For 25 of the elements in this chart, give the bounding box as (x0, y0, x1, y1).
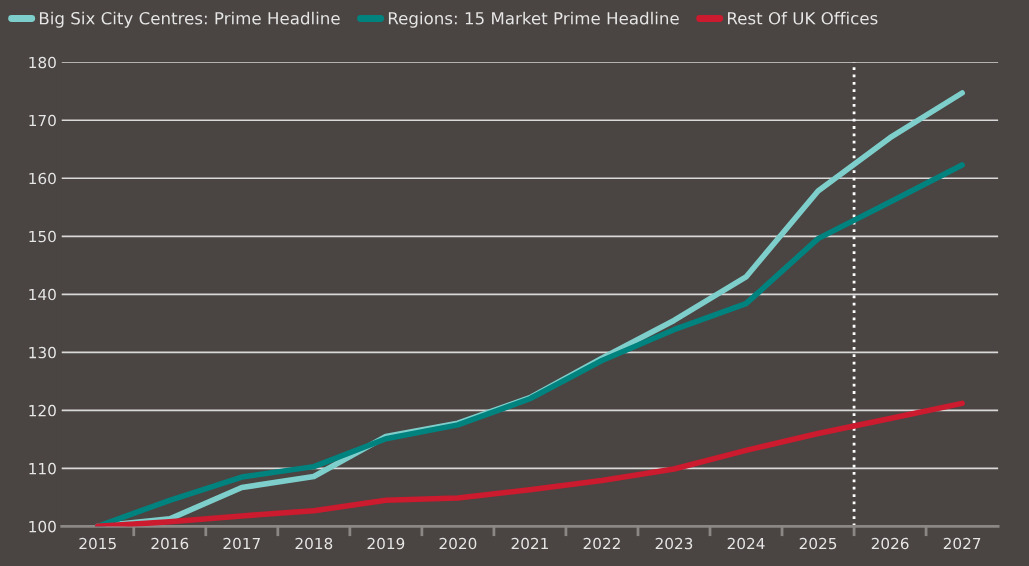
x-tick-label: 2025 (799, 537, 837, 550)
legend-label: Rest Of UK Offices (728, 11, 878, 25)
x-tick-label: 2018 (295, 537, 333, 550)
legend-label: Big Six City Centres: Prime Headline (39, 11, 340, 28)
x-tick-label: 2024 (727, 537, 765, 550)
x-tick-label: 2017 (223, 537, 260, 550)
y-tick-label: 100 (29, 520, 56, 533)
x-tick-label: 2021 (511, 537, 548, 550)
x-tick-label: 2015 (79, 537, 116, 550)
y-tick-label: 110 (29, 462, 56, 475)
legend-label: Regions: 15 Market Prime Headline (388, 11, 679, 28)
x-tick-label: 2020 (439, 537, 477, 550)
x-tick-label: 2016 (151, 537, 189, 550)
y-tick-label: 120 (29, 404, 56, 417)
y-tick-label: 150 (29, 230, 56, 243)
x-tick-label: 2022 (583, 537, 620, 550)
y-tick-label: 140 (29, 288, 56, 301)
x-tick-label: 2026 (871, 537, 909, 550)
x-tick-label: 2019 (367, 537, 405, 550)
x-tick-label: 2023 (655, 537, 693, 550)
y-tick-label: 180 (29, 56, 56, 69)
y-tick-label: 160 (29, 172, 56, 185)
x-tick-label: 2027 (943, 537, 981, 550)
y-tick-label: 170 (29, 114, 56, 127)
y-tick-label: 130 (29, 346, 56, 359)
